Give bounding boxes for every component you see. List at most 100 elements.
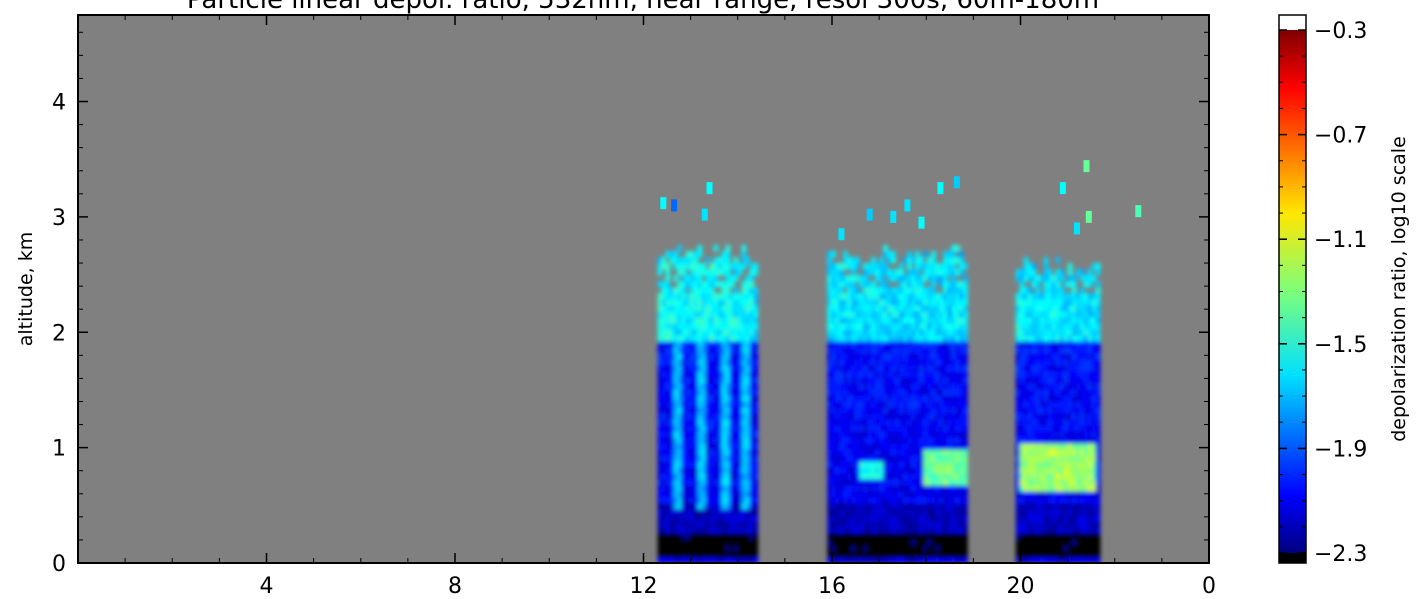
heatmap-cell: [903, 383, 908, 390]
heatmap-cell: [1028, 293, 1033, 300]
heatmap-cell: [662, 533, 667, 540]
heatmap-cell: [1052, 293, 1057, 300]
heatmap-cell: [1052, 383, 1057, 390]
heatmap-cell: [702, 269, 707, 276]
heatmap-cell: [1072, 311, 1077, 318]
heatmap-cell: [690, 467, 695, 474]
heatmap-cell: [859, 299, 864, 306]
heatmap-cell: [722, 365, 727, 372]
heatmap-cell: [706, 317, 711, 324]
heatmap-cell: [1044, 515, 1049, 522]
heatmap-cell: [1036, 545, 1041, 552]
heatmap-cell: [955, 305, 960, 312]
heatmap-cell: [698, 347, 703, 354]
heatmap-cell: [947, 311, 952, 318]
heatmap-cell: [1044, 263, 1049, 270]
heatmap-cell: [1056, 431, 1061, 438]
heatmap-cell: [662, 527, 667, 534]
heatmap-cell: [923, 371, 928, 378]
heatmap-cell: [750, 263, 755, 270]
heatmap-cell: [903, 287, 908, 294]
heatmap-cell: [1068, 371, 1073, 378]
heatmap-cell: [843, 545, 848, 552]
heatmap-cell: [891, 407, 896, 414]
heatmap-cell: [674, 395, 679, 402]
heatmap-cell: [879, 503, 884, 510]
heatmap-cell: [1028, 419, 1033, 426]
heatmap-cell: [879, 293, 884, 300]
heatmap-cell: [662, 371, 667, 378]
heatmap-cell: [1044, 389, 1049, 396]
heatmap-cell: [1020, 515, 1025, 522]
heatmap-cell: [831, 461, 836, 468]
heatmap-cell: [871, 305, 876, 312]
heatmap-cell: [1052, 545, 1057, 552]
heatmap-cell: [662, 329, 667, 336]
heatmap-cell: [726, 269, 731, 276]
heatmap-cell: [835, 479, 840, 486]
heatmap-cell: [867, 311, 872, 318]
heatmap-cell: [911, 467, 916, 474]
heatmap-cell: [718, 551, 723, 558]
heatmap-cell: [879, 545, 884, 552]
heatmap-cell: [1096, 479, 1101, 486]
heatmap-cell: [911, 437, 916, 444]
heatmap-cell: [895, 287, 900, 294]
heatmap-cell: [1032, 467, 1037, 474]
heatmap-cell: [1024, 443, 1029, 450]
heatmap-cell: [1068, 281, 1073, 288]
heatmap-cell: [867, 539, 872, 546]
heatmap-cell: [867, 479, 872, 486]
heatmap-cell: [710, 269, 715, 276]
heatmap-cell: [1088, 347, 1093, 354]
heatmap-cell: [891, 443, 896, 450]
heatmap-cell: [1060, 437, 1065, 444]
heatmap-cell: [895, 377, 900, 384]
heatmap-cell: [730, 365, 735, 372]
heatmap-cell: [855, 413, 860, 420]
heatmap-cell: [702, 383, 707, 390]
heatmap-cell: [915, 539, 920, 546]
heatmap-cell: [831, 503, 836, 510]
heatmap-cell: [1076, 317, 1081, 324]
heatmap-cell: [662, 479, 667, 486]
heatmap-cell: [963, 329, 968, 336]
heatmap-cell: [827, 527, 832, 534]
heatmap-cell: [722, 299, 727, 306]
heatmap-cell: [734, 389, 739, 396]
heatmap-cell: [947, 389, 952, 396]
heatmap-cell: [827, 305, 832, 312]
heatmap-cell: [923, 485, 928, 492]
heatmap-cell: [911, 527, 916, 534]
heatmap-cell: [698, 461, 703, 468]
heatmap-cell: [1024, 407, 1029, 414]
heatmap-cell: [875, 431, 880, 438]
heatmap-cell: [730, 533, 735, 540]
heatmap-cell: [831, 539, 836, 546]
heatmap-cell: [827, 455, 832, 462]
heatmap-cell: [1028, 395, 1033, 402]
heatmap-cell: [883, 287, 888, 294]
heatmap-cell: [750, 329, 755, 336]
heatmap-cell: [666, 431, 671, 438]
heatmap-cell: [1044, 545, 1049, 552]
heatmap-cell: [931, 491, 936, 498]
heatmap-cell: [1032, 545, 1037, 552]
heatmap-cell: [863, 269, 868, 276]
heatmap-cell: [911, 449, 916, 456]
heatmap-cell: [734, 341, 739, 348]
heatmap-cell: [702, 263, 707, 270]
heatmap-cell: [915, 371, 920, 378]
heatmap-cell: [706, 287, 711, 294]
heatmap-cell: [1052, 305, 1057, 312]
heatmap-cell: [714, 365, 719, 372]
heatmap-cell: [935, 371, 940, 378]
heatmap-cell: [887, 419, 892, 426]
heatmap-cell: [1076, 371, 1081, 378]
heatmap-cell: [698, 389, 703, 396]
heatmap-cell: [1032, 437, 1037, 444]
heatmap-cell: [939, 269, 944, 276]
heatmap-cell: [1068, 449, 1073, 456]
heatmap-cell: [963, 467, 968, 474]
heatmap-cell: [955, 257, 960, 264]
